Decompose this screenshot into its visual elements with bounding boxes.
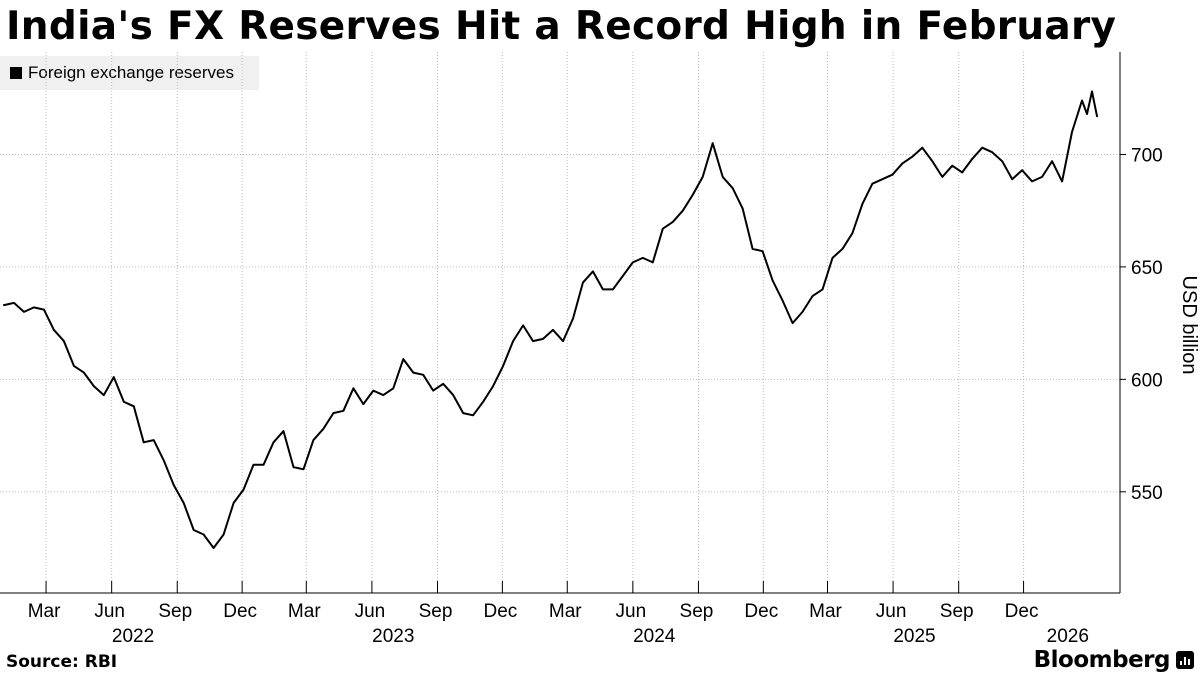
x-tick-label-year: 2022 [112,626,154,647]
x-tick-label-month: Dec [483,601,517,622]
x-tick-label-month: Jun [616,601,647,622]
x-tick-label-month: Jun [355,601,386,622]
x-tick-label-year: 2025 [893,626,935,647]
x-tick-label-month: Dec [1005,601,1039,622]
x-tick-label-year: 2023 [372,626,414,647]
brand-logo: Bloomberg [1033,647,1171,673]
tick-labels: 550 600 650 700 Mar Jun Sep Dec Mar Jun Sep Dec Mar J… [28,145,1163,647]
series-line [3,90,1098,549]
y-tick-label: 650 [1131,258,1163,279]
bloomberg-terminal-icon [1176,651,1194,669]
legend-swatch [10,67,22,79]
legend-label: Foreign exchange reserves [28,63,235,82]
x-tick-label-month: Dec [223,601,257,622]
x-tick-label-month: Sep [680,601,714,622]
axes [0,52,1126,594]
x-tick-label-month: Mar [28,601,61,622]
x-tick-label-month: Mar [809,601,842,622]
y-tick-label: 700 [1131,145,1163,166]
y-axis-label: USD billion [1178,276,1200,375]
source-note: Source: RBI [6,652,118,672]
x-tick-label-month: Mar [549,601,582,622]
legend: Foreign exchange reserves [0,56,259,90]
grid-lines [0,52,1120,593]
x-tick-label-year: 2024 [633,626,676,647]
x-tick-label-month: Sep [940,601,974,622]
x-tick-label-month: Sep [419,601,453,622]
x-tick-label-month: Sep [158,601,192,622]
y-tick-label: 550 [1131,483,1163,504]
x-tick-label-month: Jun [94,601,125,622]
x-tick-label-month: Dec [744,601,778,622]
chart-title: India's FX Reserves Hit a Record High in… [6,4,1117,49]
y-tick-label: 600 [1131,370,1163,391]
x-tick-label-year: 2026 [1047,626,1089,647]
x-tick-label-month: Jun [876,601,907,622]
x-tick-label-month: Mar [288,601,321,622]
